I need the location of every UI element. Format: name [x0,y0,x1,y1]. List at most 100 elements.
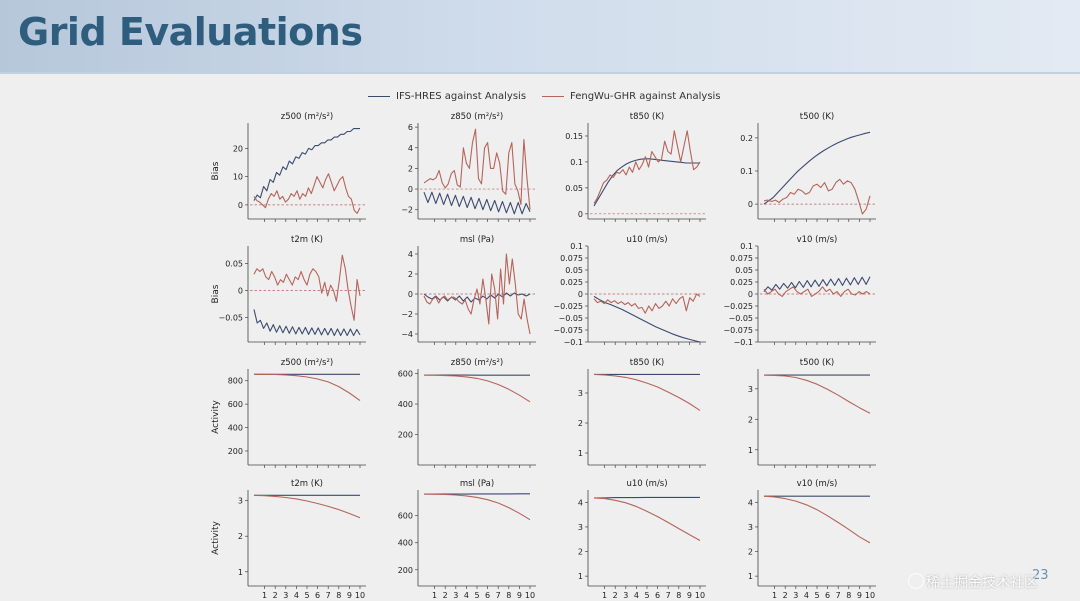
legend-swatch-fengwu [542,95,564,97]
y-tick-label: 1 [748,446,753,455]
subplot-6: msl (Pa) −4 −2 0 2 4 [401,235,536,345]
y-tick-label: 600 [398,370,413,379]
y-tick-label: 0 [578,210,583,219]
slide-title-bar: Grid Evaluations [0,0,1080,74]
series-line-fengwu [254,373,361,402]
x-tick-label: 9 [687,591,692,600]
x-tick-label: 8 [676,591,681,600]
x-tick-label: 1 [432,591,437,600]
y-axis-label: Activity [211,521,221,555]
x-tick-label: 9 [517,591,522,600]
subplot-12: t500 (K) 1 2 3 [748,358,876,468]
y-tick-label: 2 [748,415,753,424]
y-tick-label: 2 [408,164,413,173]
y-tick-label: −2 [401,206,413,215]
y-tick-label: 1 [578,449,583,458]
subplot-title: u10 (m/s) [626,479,667,489]
series-line-fengwu [763,495,871,544]
series-line-fengwu [253,254,361,321]
y-tick-label: −0.025 [723,302,753,311]
x-tick-label: 1 [602,591,607,600]
y-tick-label: −0.075 [553,326,583,335]
subplot-title: v10 (m/s) [797,235,838,245]
watermark-logo-icon [908,573,924,589]
y-tick-label: 0 [578,290,583,299]
y-tick-label: 600 [398,512,413,521]
legend-swatch-ifs [368,95,390,97]
y-tick-label: 0 [748,200,753,209]
series-line-fengwu [253,494,361,519]
y-tick-label: 0.05 [735,266,753,275]
x-tick-label: 4 [464,591,469,600]
subplot-1: z500 (m²/s²) 0 10 20 Bias [211,112,366,222]
x-tick-label: 8 [336,591,341,600]
x-tick-label: 3 [453,591,458,600]
y-tick-label: 0.1 [740,167,753,176]
y-tick-label: 0.025 [730,278,753,287]
series-line-ifs [763,276,871,292]
y-tick-label: 3 [578,389,583,398]
series-line-fengwu [253,173,361,214]
y-tick-label: 0.15 [565,132,583,141]
x-tick-label: 2 [613,591,618,600]
x-tick-label: 4 [804,591,809,600]
y-tick-label: −0.05 [218,314,243,323]
y-tick-label: 0.05 [565,184,583,193]
x-tick-label: 3 [623,591,628,600]
y-tick-label: 20 [233,144,243,153]
subplot-title: v10 (m/s) [797,479,838,489]
y-tick-label: 400 [228,424,243,433]
subplot-title: t2m (K) [291,479,323,489]
subplot-title: msl (Pa) [460,235,494,245]
y-tick-label: 4 [408,250,413,259]
y-tick-label: 0.025 [560,278,583,287]
series-line-fengwu [593,130,701,204]
series-line-fengwu [593,497,701,541]
y-tick-label: 600 [228,400,243,409]
x-tick-label: 10 [355,591,365,600]
legend-label-fengwu: FengWu-GHR against Analysis [570,91,721,102]
y-tick-label: 3 [238,497,243,506]
subplot-7: u10 (m/s) −0.1 −0.075 −0.05 −0.025 0 0.025 0.05… [553,235,706,347]
subplot-14: msl (Pa) 200 400 600 1 2 3 4 5 6 7 8 9 10 [398,479,536,600]
x-tick-label: 5 [474,591,479,600]
series-line-fengwu [423,253,531,335]
series-line-fengwu [423,493,531,521]
x-tick-label: 5 [814,591,819,600]
x-tick-label: 10 [695,591,705,600]
series-line-fengwu [593,373,701,411]
y-axis-label: Bias [211,284,221,303]
y-axis-label: Bias [211,161,221,180]
x-tick-label: 2 [783,591,788,600]
slide-title: Grid Evaluations [18,10,363,54]
subplot-title: t500 (K) [800,358,834,368]
watermark: 稀土掘金技术社区 [908,572,1038,592]
y-tick-label: 1 [238,568,243,577]
y-tick-label: −2 [401,310,413,319]
x-tick-label: 10 [865,591,875,600]
y-tick-label: 1 [748,572,753,581]
subplot-title: z850 (m²/s²) [451,112,503,122]
y-tick-label: 4 [748,498,753,507]
series-line-fengwu [763,286,871,297]
subplot-title: u10 (m/s) [626,235,667,245]
y-tick-label: −0.025 [553,302,583,311]
y-tick-label: 2 [748,548,753,557]
y-tick-label: 0.1 [570,242,583,251]
series-line-fengwu [423,374,531,403]
series-line-ifs [593,158,700,207]
series-line-ifs [594,496,700,499]
y-tick-label: 0 [748,290,753,299]
x-tick-label: 8 [506,591,511,600]
subplot-title: z850 (m²/s²) [451,358,503,368]
y-tick-label: 0 [408,290,413,299]
series-line-ifs [763,131,871,205]
y-tick-label: 2 [238,532,243,541]
x-tick-label: 10 [525,591,535,600]
y-tick-label: 200 [398,566,413,575]
y-tick-label: −4 [401,330,413,339]
subplot-11: t850 (K) 1 2 3 [578,358,706,468]
y-tick-label: 4 [408,144,413,153]
